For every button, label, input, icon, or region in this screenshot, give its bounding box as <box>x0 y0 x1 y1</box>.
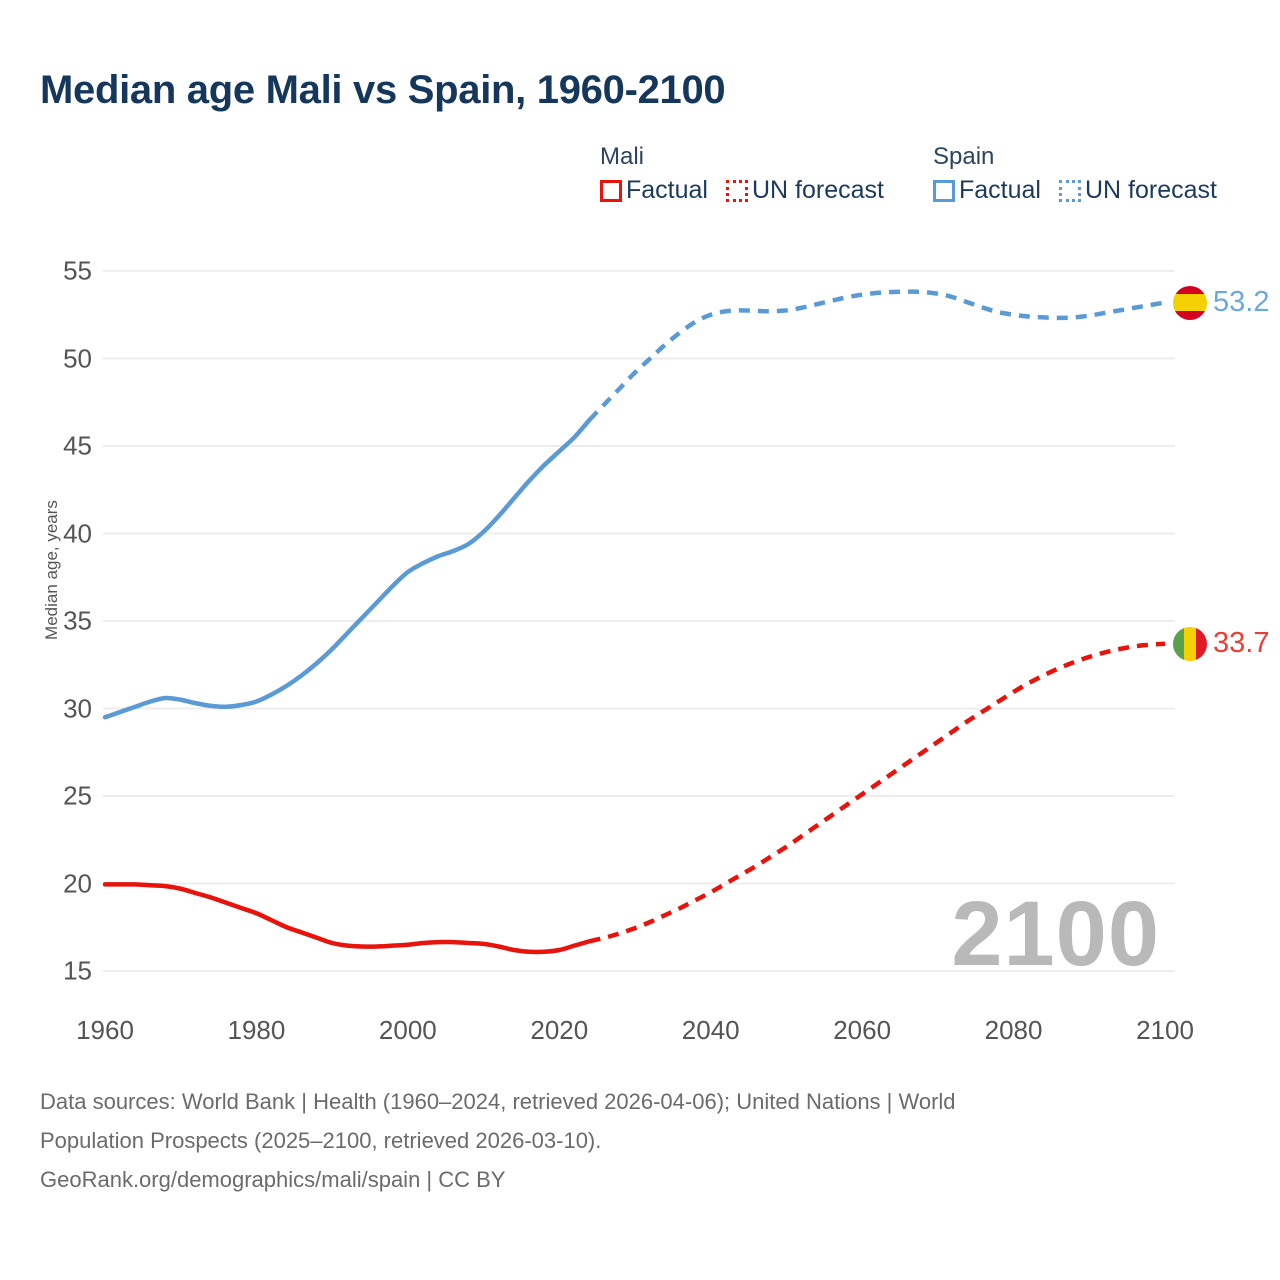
x-tick-label: 2020 <box>530 1015 589 1045</box>
y-tick-label: 20 <box>63 868 92 898</box>
mali-flag-icon <box>1173 626 1207 661</box>
legend-label-mali-factual: Factual <box>626 176 708 204</box>
footer-line-3[interactable]: GeoRank.org/demographics/mali/spain | CC… <box>40 1166 506 1192</box>
end-value-mali: 33.7 <box>1213 627 1270 660</box>
legend-label-mali-forecast: UN forecast <box>751 176 884 204</box>
chart-legend: Mali Factual UN forecast Spain Factual <box>600 143 1260 223</box>
legend-group-spain: Spain Factual UN forecast <box>933 143 1217 205</box>
footer-sources: Data sources: World Bank | Health (1960–… <box>40 1086 1220 1196</box>
legend-label-spain-forecast: UN forecast <box>1084 176 1217 204</box>
y-tick-label: 50 <box>63 343 92 373</box>
legend-item-mali-factual[interactable]: Factual <box>600 176 708 205</box>
series-line-spain-forecast <box>587 289 1166 422</box>
y-tick-label: 15 <box>63 955 92 986</box>
footer-line-2: Population Prospects (2025–2100, retriev… <box>40 1127 602 1153</box>
end-value-spain: 53.2 <box>1213 286 1270 318</box>
x-tick-label: 2060 <box>833 1015 892 1045</box>
solid-square-outline-icon <box>933 179 955 202</box>
series-line-mali-factual <box>102 882 592 955</box>
x-tick-label: 2000 <box>378 1015 437 1045</box>
legend-group-mali: Mali Factual UN forecast <box>600 143 884 205</box>
legend-country-mali: Mali <box>600 143 645 170</box>
x-tick-label: 2040 <box>681 1015 740 1045</box>
legend-item-spain-factual[interactable]: Factual <box>933 176 1041 205</box>
x-tick-label: 1980 <box>227 1015 286 1045</box>
footer-line-1: Data sources: World Bank | Health (1960–… <box>40 1089 956 1114</box>
y-tick-label: 55 <box>63 255 92 286</box>
end-label-mali: 33.7 <box>1173 626 1270 661</box>
x-tick-label: 2080 <box>984 1015 1043 1045</box>
legend-item-spain-forecast[interactable]: UN forecast <box>1058 176 1217 205</box>
y-tick-label: 35 <box>63 605 92 636</box>
legend-label-spain-factual: Factual <box>959 176 1041 204</box>
y-tick-label: 30 <box>63 693 92 723</box>
x-tick-label: 1960 <box>76 1015 134 1045</box>
dotted-square-outline-icon <box>1058 179 1081 202</box>
solid-square-outline-icon <box>600 179 622 202</box>
legend-country-spain: Spain <box>933 143 995 170</box>
end-label-spain: 53.2 <box>1173 285 1270 320</box>
y-axis-title: Median age, years <box>42 500 61 640</box>
page-title: Median age Mali vs Spain, 1960-2100 <box>40 68 726 112</box>
dotted-square-outline-icon <box>725 179 748 202</box>
spain-flag-icon <box>1173 285 1207 320</box>
y-tick-label: 40 <box>63 518 92 548</box>
legend-item-mali-forecast[interactable]: UN forecast <box>725 176 884 205</box>
year-watermark: 2100 <box>951 883 1160 985</box>
y-tick-label: 25 <box>63 780 92 811</box>
x-tick-label: 2100 <box>1136 1015 1194 1045</box>
series-line-spain-factual <box>102 417 592 720</box>
y-tick-label: 45 <box>63 430 92 461</box>
